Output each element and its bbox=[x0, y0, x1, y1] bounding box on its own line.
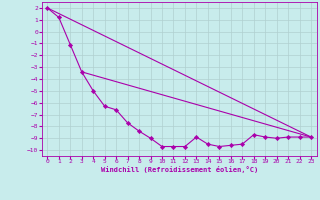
X-axis label: Windchill (Refroidissement éolien,°C): Windchill (Refroidissement éolien,°C) bbox=[100, 166, 258, 173]
